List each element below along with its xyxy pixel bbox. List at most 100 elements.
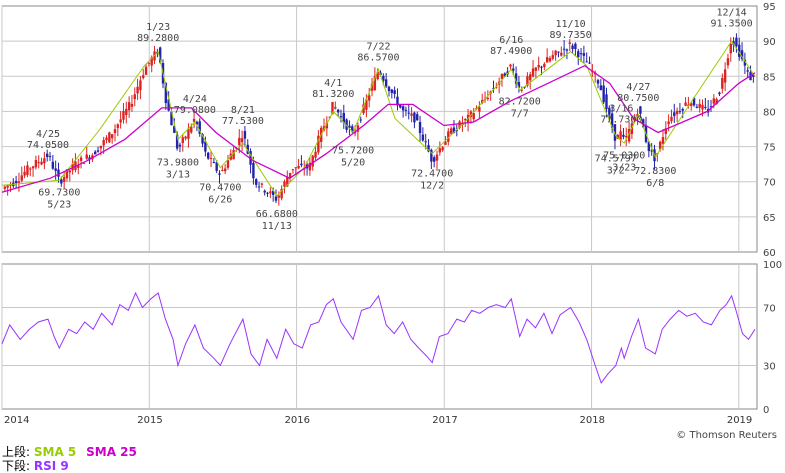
candle-body: [311, 155, 314, 167]
candle-body: [444, 141, 447, 145]
candle-body: [387, 86, 391, 92]
annotation-date-label: 8/21: [231, 105, 255, 116]
candle-body: [667, 121, 670, 125]
candle-body: [650, 150, 653, 152]
candle-body: [574, 43, 577, 50]
candle-body: [520, 89, 523, 91]
candle-body: [681, 108, 684, 111]
candle-body: [478, 107, 481, 112]
candle-body: [529, 74, 532, 81]
candle-body: [458, 121, 461, 128]
candle-body: [37, 162, 40, 164]
lower-y-tick-label: 0: [763, 405, 769, 416]
candle-body: [642, 119, 645, 128]
candle-body: [401, 106, 405, 111]
candle-body: [314, 151, 317, 158]
annotation-date-label: 3/16: [609, 103, 633, 114]
candle-body: [353, 132, 357, 134]
candle-body: [509, 64, 512, 67]
candle-body: [300, 163, 303, 166]
candle-body: [548, 58, 552, 62]
candle-body: [368, 95, 371, 101]
candle-body: [472, 113, 475, 120]
candle-body: [413, 112, 416, 123]
candle-body: [226, 160, 230, 168]
legend-lower-prefix: 下段:: [2, 459, 31, 473]
candle-body: [260, 183, 264, 185]
candle-body: [370, 84, 374, 91]
candle-body: [534, 67, 538, 71]
annotation-value-label: 77.7300: [600, 114, 642, 125]
x-tick-label: 2019: [727, 415, 752, 426]
candle-body: [336, 109, 340, 113]
candle-body: [729, 43, 732, 54]
candle-body: [390, 89, 394, 93]
candle-body: [441, 147, 444, 151]
candle-body: [238, 137, 241, 146]
candle-body: [317, 135, 320, 153]
candle-body: [294, 167, 297, 169]
candle-body: [455, 130, 458, 132]
sma5-line: [1, 40, 756, 197]
candle-body: [204, 141, 207, 152]
candle-body: [223, 168, 227, 172]
candle-body: [34, 160, 38, 168]
candle-body: [596, 80, 600, 84]
candle-body: [54, 168, 57, 171]
candle-body: [373, 76, 377, 91]
candle-body: [684, 102, 687, 106]
candle-body: [376, 71, 379, 80]
annotation-value-label: 75.0300: [603, 150, 645, 161]
candle-body: [23, 171, 26, 176]
candle-body: [351, 126, 354, 132]
annotation-date-label: 4/24: [183, 94, 207, 105]
candle-body: [184, 136, 187, 139]
upper-y-tick-label: 75: [763, 143, 776, 154]
candle-body: [738, 44, 741, 57]
candle-body: [127, 102, 131, 111]
candle-body: [619, 131, 622, 140]
candle-body: [721, 78, 724, 89]
candle-body: [221, 169, 224, 171]
candle-body: [6, 185, 9, 188]
annotation-value-label: 89.7350: [549, 30, 591, 41]
candle-body: [342, 112, 345, 123]
annotation-date-label: 5/20: [341, 158, 365, 169]
candle-body: [277, 195, 281, 198]
candle-body: [283, 181, 286, 187]
candle-body: [382, 75, 385, 81]
upper-y-tick-label: 85: [763, 72, 776, 83]
annotation-value-label: 80.7500: [617, 93, 659, 104]
candle-body: [263, 190, 266, 193]
legend-rsi: RSI 9: [33, 459, 69, 473]
upper-y-tick-label: 65: [763, 213, 776, 224]
candle-body: [105, 137, 108, 141]
candle-body: [116, 124, 120, 128]
candle-body: [545, 57, 549, 63]
annotation-value-label: 77.5300: [222, 116, 264, 127]
sma25-line: [1, 64, 756, 193]
candle-body: [438, 148, 442, 153]
candle-body: [449, 128, 453, 134]
candle-body: [274, 196, 278, 201]
candle-body: [500, 73, 504, 80]
candle-body: [396, 96, 399, 106]
candle-body: [557, 51, 560, 53]
x-tick-label: 2014: [4, 415, 29, 426]
candle-body: [297, 165, 300, 169]
candle-body: [164, 82, 168, 104]
candle-body: [308, 162, 312, 171]
candle-body: [712, 98, 716, 104]
candle-body: [212, 162, 216, 164]
candle-body: [746, 70, 749, 72]
legend-upper-prefix: 上段:: [2, 445, 31, 459]
candle-body: [96, 150, 100, 152]
candle-body: [133, 94, 136, 100]
candle-body: [187, 128, 190, 139]
x-tick-label: 2015: [137, 415, 162, 426]
candle-body: [88, 157, 91, 160]
annotation-date-label: 12/2: [420, 180, 444, 191]
candle-body: [469, 111, 473, 117]
candle-body: [537, 64, 540, 68]
